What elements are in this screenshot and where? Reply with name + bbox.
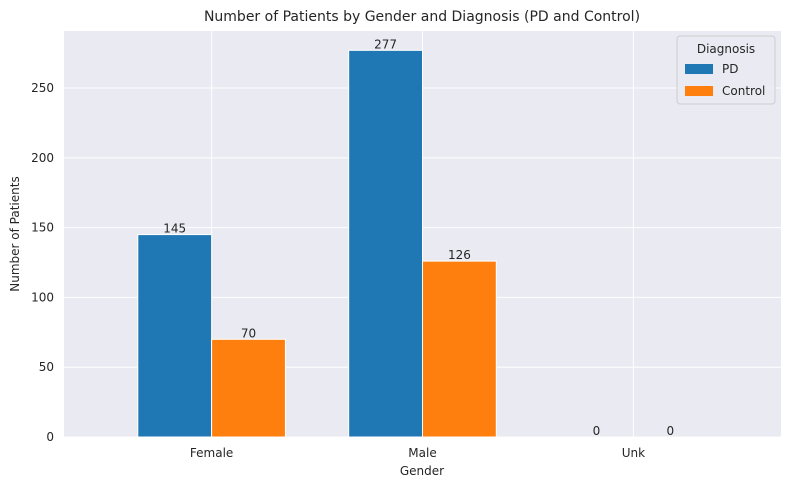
x-axis-label: Gender xyxy=(400,464,444,478)
y-tick-label: 0 xyxy=(46,430,54,444)
data-label: 0 xyxy=(593,424,601,438)
data-label: 70 xyxy=(241,326,256,340)
x-tick-label: Unk xyxy=(622,446,645,460)
data-labels: 145 277 0 70 126 0 xyxy=(163,37,674,438)
legend-swatch-control xyxy=(685,86,713,96)
legend: Diagnosis PD Control xyxy=(676,35,776,105)
legend-label-pd: PD xyxy=(722,62,738,76)
legend-title: Diagnosis xyxy=(697,42,755,56)
bar-control-male xyxy=(422,260,497,438)
bar-pd-male xyxy=(348,49,423,438)
data-label: 145 xyxy=(163,222,186,236)
y-tick-label: 100 xyxy=(31,290,54,304)
y-tick-label: 50 xyxy=(39,360,54,374)
legend-label-control: Control xyxy=(722,84,765,98)
x-tick-label: Female xyxy=(190,446,233,460)
data-label: 0 xyxy=(666,424,674,438)
y-tick-label: 250 xyxy=(31,81,54,95)
bar-pd-female xyxy=(137,234,213,438)
y-tick-label: 200 xyxy=(31,151,54,165)
chart-title: Number of Patients by Gender and Diagnos… xyxy=(204,9,640,25)
x-tick-labels: Female Male Unk xyxy=(190,446,645,460)
bars xyxy=(137,49,497,438)
bar-control-female xyxy=(211,338,286,438)
x-tick-label: Male xyxy=(408,446,436,460)
legend-swatch-pd xyxy=(685,64,713,74)
y-tick-labels: 0 50 100 150 200 250 xyxy=(31,81,54,444)
data-label: 126 xyxy=(448,248,471,262)
y-axis-label: Number of Patients xyxy=(8,176,22,291)
data-label: 277 xyxy=(374,37,397,51)
y-tick-label: 150 xyxy=(31,221,54,235)
